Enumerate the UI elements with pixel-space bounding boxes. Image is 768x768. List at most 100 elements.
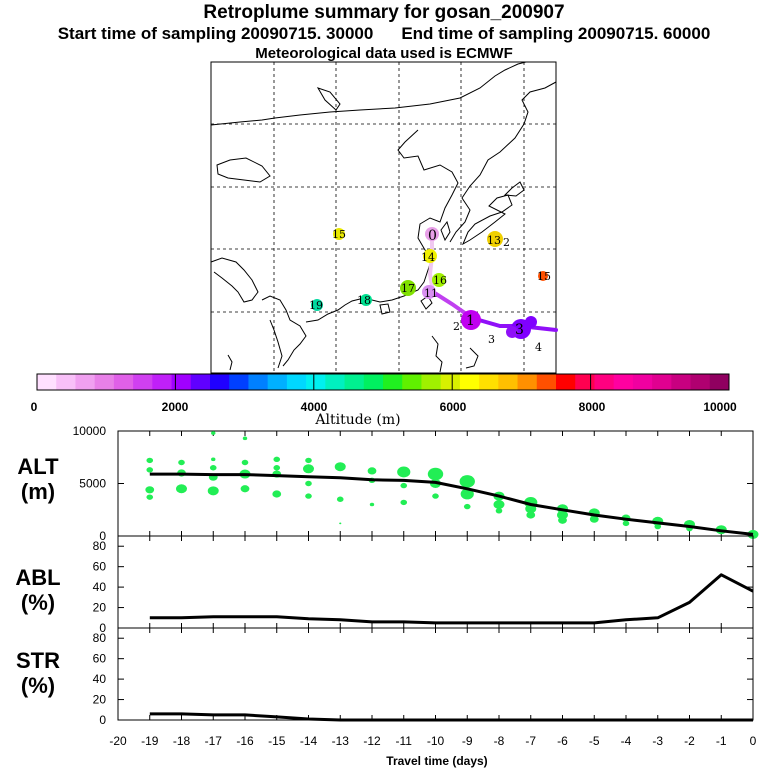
colorbar-swatch xyxy=(613,374,634,390)
map-point-17 xyxy=(400,280,416,296)
colorbar-swatch xyxy=(113,374,134,390)
y-tick-label: 40 xyxy=(93,580,107,594)
scatter-point xyxy=(495,508,503,514)
map-point-4 xyxy=(525,316,537,328)
scatter-point xyxy=(176,484,187,494)
scatter-point xyxy=(622,520,630,527)
x-tick-label: -12 xyxy=(363,734,381,748)
scatter-point xyxy=(303,464,314,474)
scatter-point xyxy=(463,503,471,510)
scatter-point xyxy=(336,496,344,502)
colorbar-label: Altitude (m) xyxy=(314,412,400,428)
scatter-point xyxy=(146,457,154,464)
trajectory-points xyxy=(311,227,548,339)
series-line xyxy=(149,712,753,722)
y-tick-label: 20 xyxy=(93,601,107,615)
map-label: 3 xyxy=(488,333,495,346)
colorbar-swatch xyxy=(210,374,230,390)
colorbar-swatch xyxy=(363,374,384,390)
scatter-point xyxy=(145,486,155,494)
colorbar-ticks: 0 2000 4000 6000 8000 10000 Altitude (m) xyxy=(31,400,737,428)
colorbar-tick: 8000 xyxy=(579,400,606,414)
map-label: 2 xyxy=(453,320,460,333)
map-point-18 xyxy=(360,294,372,306)
colorbar-swatch xyxy=(594,374,615,390)
panel-frame xyxy=(117,535,754,629)
map-point-14 xyxy=(423,249,437,263)
y-tick-label: 60 xyxy=(93,652,107,666)
x-tick-label: -3 xyxy=(652,734,663,748)
x-tick-label: -5 xyxy=(589,734,600,748)
y-tick-label: 10000 xyxy=(73,424,107,438)
colorbar-swatch xyxy=(459,374,480,390)
colorbar-swatch xyxy=(133,374,153,390)
scatter-point xyxy=(272,490,282,498)
colorbar-swatch xyxy=(498,374,519,390)
scatter-point xyxy=(427,467,444,481)
scatter-point xyxy=(654,523,662,530)
trajectory-map: 0 14 11 1 2 3 3 4 13 2 15 15 16 17 18 19 xyxy=(210,61,558,374)
x-tick-label: -17 xyxy=(205,734,223,748)
start-time-label: Start time of sampling 20090715. 30000 xyxy=(57,24,374,43)
x-tick-label: -15 xyxy=(268,734,286,748)
x-tick-label: -4 xyxy=(621,734,632,748)
colorbar-swatch xyxy=(709,374,730,390)
x-tick-label: -6 xyxy=(557,734,568,748)
map-label: 16 xyxy=(433,274,447,287)
colorbar-swatch xyxy=(286,374,307,390)
map-point-16 xyxy=(432,273,446,287)
x-axis-label: Travel time (days) xyxy=(386,754,487,768)
scatter-point xyxy=(369,502,375,507)
scatter-point xyxy=(211,457,216,462)
y-tick-label: 80 xyxy=(93,631,107,645)
scatter-point xyxy=(459,475,475,488)
map-point-labels: 0 14 11 1 2 3 3 4 13 2 15 15 16 17 18 19 xyxy=(309,228,551,354)
scatter-point xyxy=(367,467,377,475)
y-tick-label: 0 xyxy=(99,621,106,635)
scatter-point xyxy=(241,459,249,466)
colorbar-swatch xyxy=(267,374,288,390)
scatter-point xyxy=(207,486,219,496)
y-tick-label: 0 xyxy=(99,713,106,727)
map-label: 19 xyxy=(309,299,323,312)
colorbar-swatch xyxy=(152,374,173,390)
x-tick-label: -20 xyxy=(109,734,127,748)
colorbar-swatch xyxy=(37,374,57,390)
series-line xyxy=(149,573,754,625)
x-tick-label: -10 xyxy=(427,734,445,748)
x-tick-label: 0 xyxy=(750,734,757,748)
scatter-point xyxy=(146,494,154,500)
colorbar-swatch xyxy=(190,374,211,390)
colorbar-swatch xyxy=(306,374,326,390)
abl-ylabel: ABL xyxy=(15,565,60,590)
str-ylabel-unit: (%) xyxy=(21,673,55,698)
colorbar-tick: 4000 xyxy=(301,400,328,414)
colorbar-frame xyxy=(36,373,730,391)
colorbar-tick: 2000 xyxy=(162,400,189,414)
scatter-point xyxy=(242,436,248,441)
x-tick-label: -14 xyxy=(300,734,318,748)
x-tick-label: -11 xyxy=(396,734,413,748)
scatter-point xyxy=(211,431,216,435)
colorbar-swatch xyxy=(344,374,365,390)
map-point-11 xyxy=(422,285,436,299)
scatter-point xyxy=(557,510,568,520)
colorbar-swatch xyxy=(56,374,76,390)
altitude-colorbar xyxy=(36,373,730,391)
end-time-label: End time of sampling 20090715. 60000 xyxy=(401,24,711,43)
y-tick-label: 80 xyxy=(93,539,107,553)
colorbar-tick: 10000 xyxy=(703,400,737,414)
colorbar-swatch xyxy=(556,374,576,390)
sampling-times: Start time of sampling 20090715. 30000 En… xyxy=(0,24,768,44)
chart-title: Retroplume summary for gosan_200907 xyxy=(203,2,565,23)
y-tick-label: 40 xyxy=(93,672,107,686)
colorbar-swatch xyxy=(652,374,672,390)
map-label: 14 xyxy=(421,251,435,264)
colorbar-swatch xyxy=(671,374,692,390)
x-tick-label: -9 xyxy=(462,734,473,748)
met-data-label: Meteorological data used is ECMWF xyxy=(255,45,513,62)
map-label: 15 xyxy=(537,270,551,283)
map-point-0 xyxy=(425,227,439,241)
scatter-point xyxy=(558,516,567,524)
